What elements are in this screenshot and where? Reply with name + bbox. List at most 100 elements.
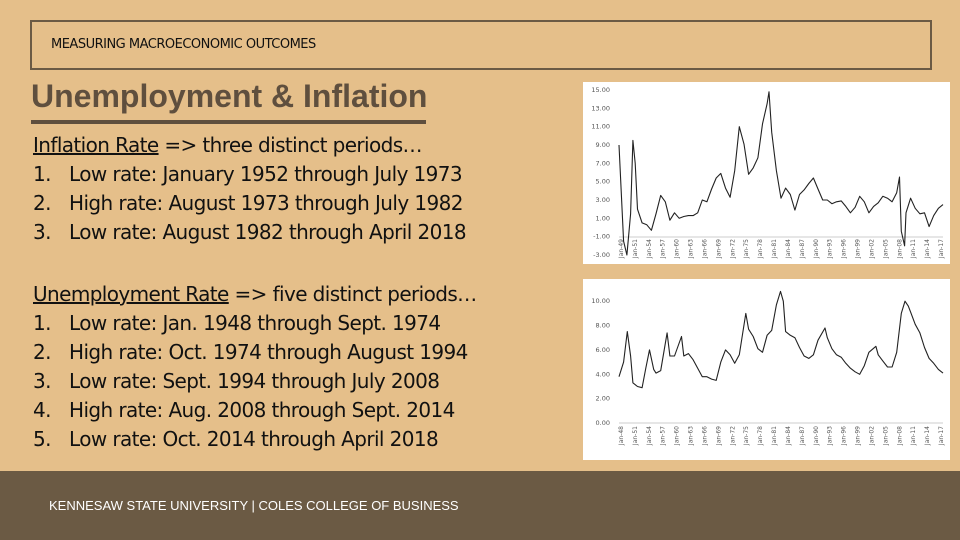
x-tick-label: Jan-72 [729,239,736,259]
list-item: 2. High rate: August 1973 through July 19… [33,189,466,218]
x-tick-label: Jan-78 [757,426,764,446]
list-number: 3. [33,369,51,393]
x-tick-label: Jan-05 [882,426,889,446]
inflation-chart: 15.00 13.00 11.00 9.00 7.00 5.00 3.00 1.00 -1.00… [583,82,950,264]
x-tick-label: Jan-84 [785,426,792,446]
list-number: 1. [33,311,51,335]
x-tick-label: Jan-08 [896,426,903,446]
x-tick-label: Jan-66 [701,426,708,446]
x-tick-label: Jan-63 [688,426,695,446]
y-tick-label: 4.00 [596,370,610,378]
list-number: 2. [33,340,51,364]
x-tick-label: Jan-81 [771,239,778,259]
unemployment-heading: Unemployment Rate [33,282,229,306]
x-tick-label: Jan-49 [618,239,625,259]
y-tick-label: 13.00 [591,104,610,112]
list-number: 2. [33,191,51,215]
x-tick-label: Jan-54 [646,239,653,259]
list-item: 5. Low rate: Oct. 2014 through April 2018 [33,425,477,454]
y-tick-label: 2.00 [596,395,610,403]
x-tick-label: Jan-02 [868,426,875,446]
inflation-text-block: Inflation Rate => three distinct periods… [33,131,467,247]
inflation-heading-line: Inflation Rate => three distinct periods… [33,131,466,160]
unemployment-chart: 10.00 8.00 6.00 4.00 2.00 0.00 Jan-48 Jan-51 Jan… [583,279,950,460]
list-text: Low rate: January 1952 through July 1973 [69,162,463,186]
x-tick-label: Jan-51 [632,426,639,446]
x-tick-label: Jan-93 [827,239,834,259]
page-title: Unemployment & Inflation [31,78,428,114]
x-tick-label: Jan-72 [729,426,736,446]
x-tick-label: Jan-02 [868,239,875,259]
list-item: 1. Low rate: Jan. 1948 through Sept. 1974 [33,309,477,338]
list-text: High rate: August 1973 through July 1982 [69,191,463,215]
list-text: Low rate: Oct. 2014 through April 2018 [69,427,439,451]
list-text: Low rate: August 1982 through April 2018 [69,220,467,244]
x-tick-label: Jan-48 [618,426,625,446]
section-label: MEASURING MACROECONOMIC OUTCOMES [51,37,316,52]
x-tick-label: Jan-17 [938,239,945,259]
unemployment-heading-line: Unemployment Rate => five distinct perio… [33,280,477,309]
x-tick-label: Jan-08 [896,239,903,259]
list-item: 3. Low rate: Sept. 1994 through July 2008 [33,367,477,396]
list-number: 5. [33,427,51,451]
list-number: 4. [33,398,51,422]
list-text: High rate: Aug. 2008 through Sept. 2014 [69,398,455,422]
y-tick-label: 1.00 [596,214,610,222]
x-tick-label: Jan-57 [660,239,667,259]
x-tick-label: Jan-99 [855,426,862,446]
list-text: Low rate: Sept. 1994 through July 2008 [69,369,440,393]
x-tick-label: Jan-75 [743,239,750,259]
inflation-chart-svg: 15.00 13.00 11.00 9.00 7.00 5.00 3.00 1.00 -1.00… [591,86,945,259]
x-tick-label: Jan-60 [674,426,681,446]
x-tick-label: Jan-69 [715,426,722,446]
footer-bar: KENNESAW STATE UNIVERSITY | COLES COLLEG… [0,471,960,540]
header-box: MEASURING MACROECONOMIC OUTCOMES [30,20,932,70]
inflation-heading-suffix: => three distinct periods… [158,133,422,157]
x-tick-label: Jan-90 [813,426,820,446]
title-underline [31,120,426,124]
unemployment-text-block: Unemployment Rate => five distinct perio… [33,280,477,454]
y-tick-label: 8.00 [596,322,610,330]
x-tick-label: Jan-14 [924,239,931,259]
y-tick-label: 5.00 [596,178,610,186]
y-tick-label: 0.00 [596,419,610,427]
x-tick-label: Jan-17 [938,426,945,446]
y-tick-label: -1.00 [593,233,610,241]
x-tick-label: Jan-54 [646,426,653,446]
list-number: 3. [33,220,51,244]
y-tick-label: 15.00 [591,86,610,94]
list-number: 1. [33,162,51,186]
list-text: High rate: Oct. 1974 through August 1994 [69,340,468,364]
unemployment-heading-suffix: => five distinct periods… [228,282,478,306]
y-tick-label: 10.00 [591,297,610,305]
x-tick-label: Jan-66 [701,239,708,259]
x-tick-label: Jan-84 [785,239,792,259]
y-tick-label: 11.00 [591,123,610,131]
x-tick-label: Jan-11 [910,239,917,259]
x-tick-label: Jan-60 [674,239,681,259]
x-tick-label: Jan-14 [924,426,931,446]
x-tick-label: Jan-11 [910,426,917,446]
x-tick-label: Jan-87 [799,426,806,446]
x-tick-label: Jan-05 [882,239,889,259]
x-tick-label: Jan-93 [827,426,834,446]
x-tick-label: Jan-63 [688,239,695,259]
x-tick-label: Jan-96 [841,426,848,446]
inflation-heading: Inflation Rate [33,133,159,157]
x-tick-label: Jan-75 [743,426,750,446]
x-tick-label: Jan-69 [715,239,722,259]
series-line [618,290,944,389]
y-tick-label: 9.00 [596,141,610,149]
x-tick-label: Jan-90 [813,239,820,259]
list-item: 1. Low rate: January 1952 through July 19… [33,160,466,189]
list-item: 2. High rate: Oct. 1974 through August 19… [33,338,477,367]
x-tick-label: Jan-81 [771,426,778,446]
list-item: 4. High rate: Aug. 2008 through Sept. 201… [33,396,477,425]
x-tick-label: Jan-96 [841,239,848,259]
x-tick-label: Jan-57 [660,426,667,446]
y-tick-label: 3.00 [596,196,610,204]
y-tick-label: 7.00 [596,159,610,167]
footer-text: KENNESAW STATE UNIVERSITY | COLES COLLEG… [49,498,459,513]
x-tick-label: Jan-78 [757,239,764,259]
y-tick-label: -3.00 [593,251,610,259]
